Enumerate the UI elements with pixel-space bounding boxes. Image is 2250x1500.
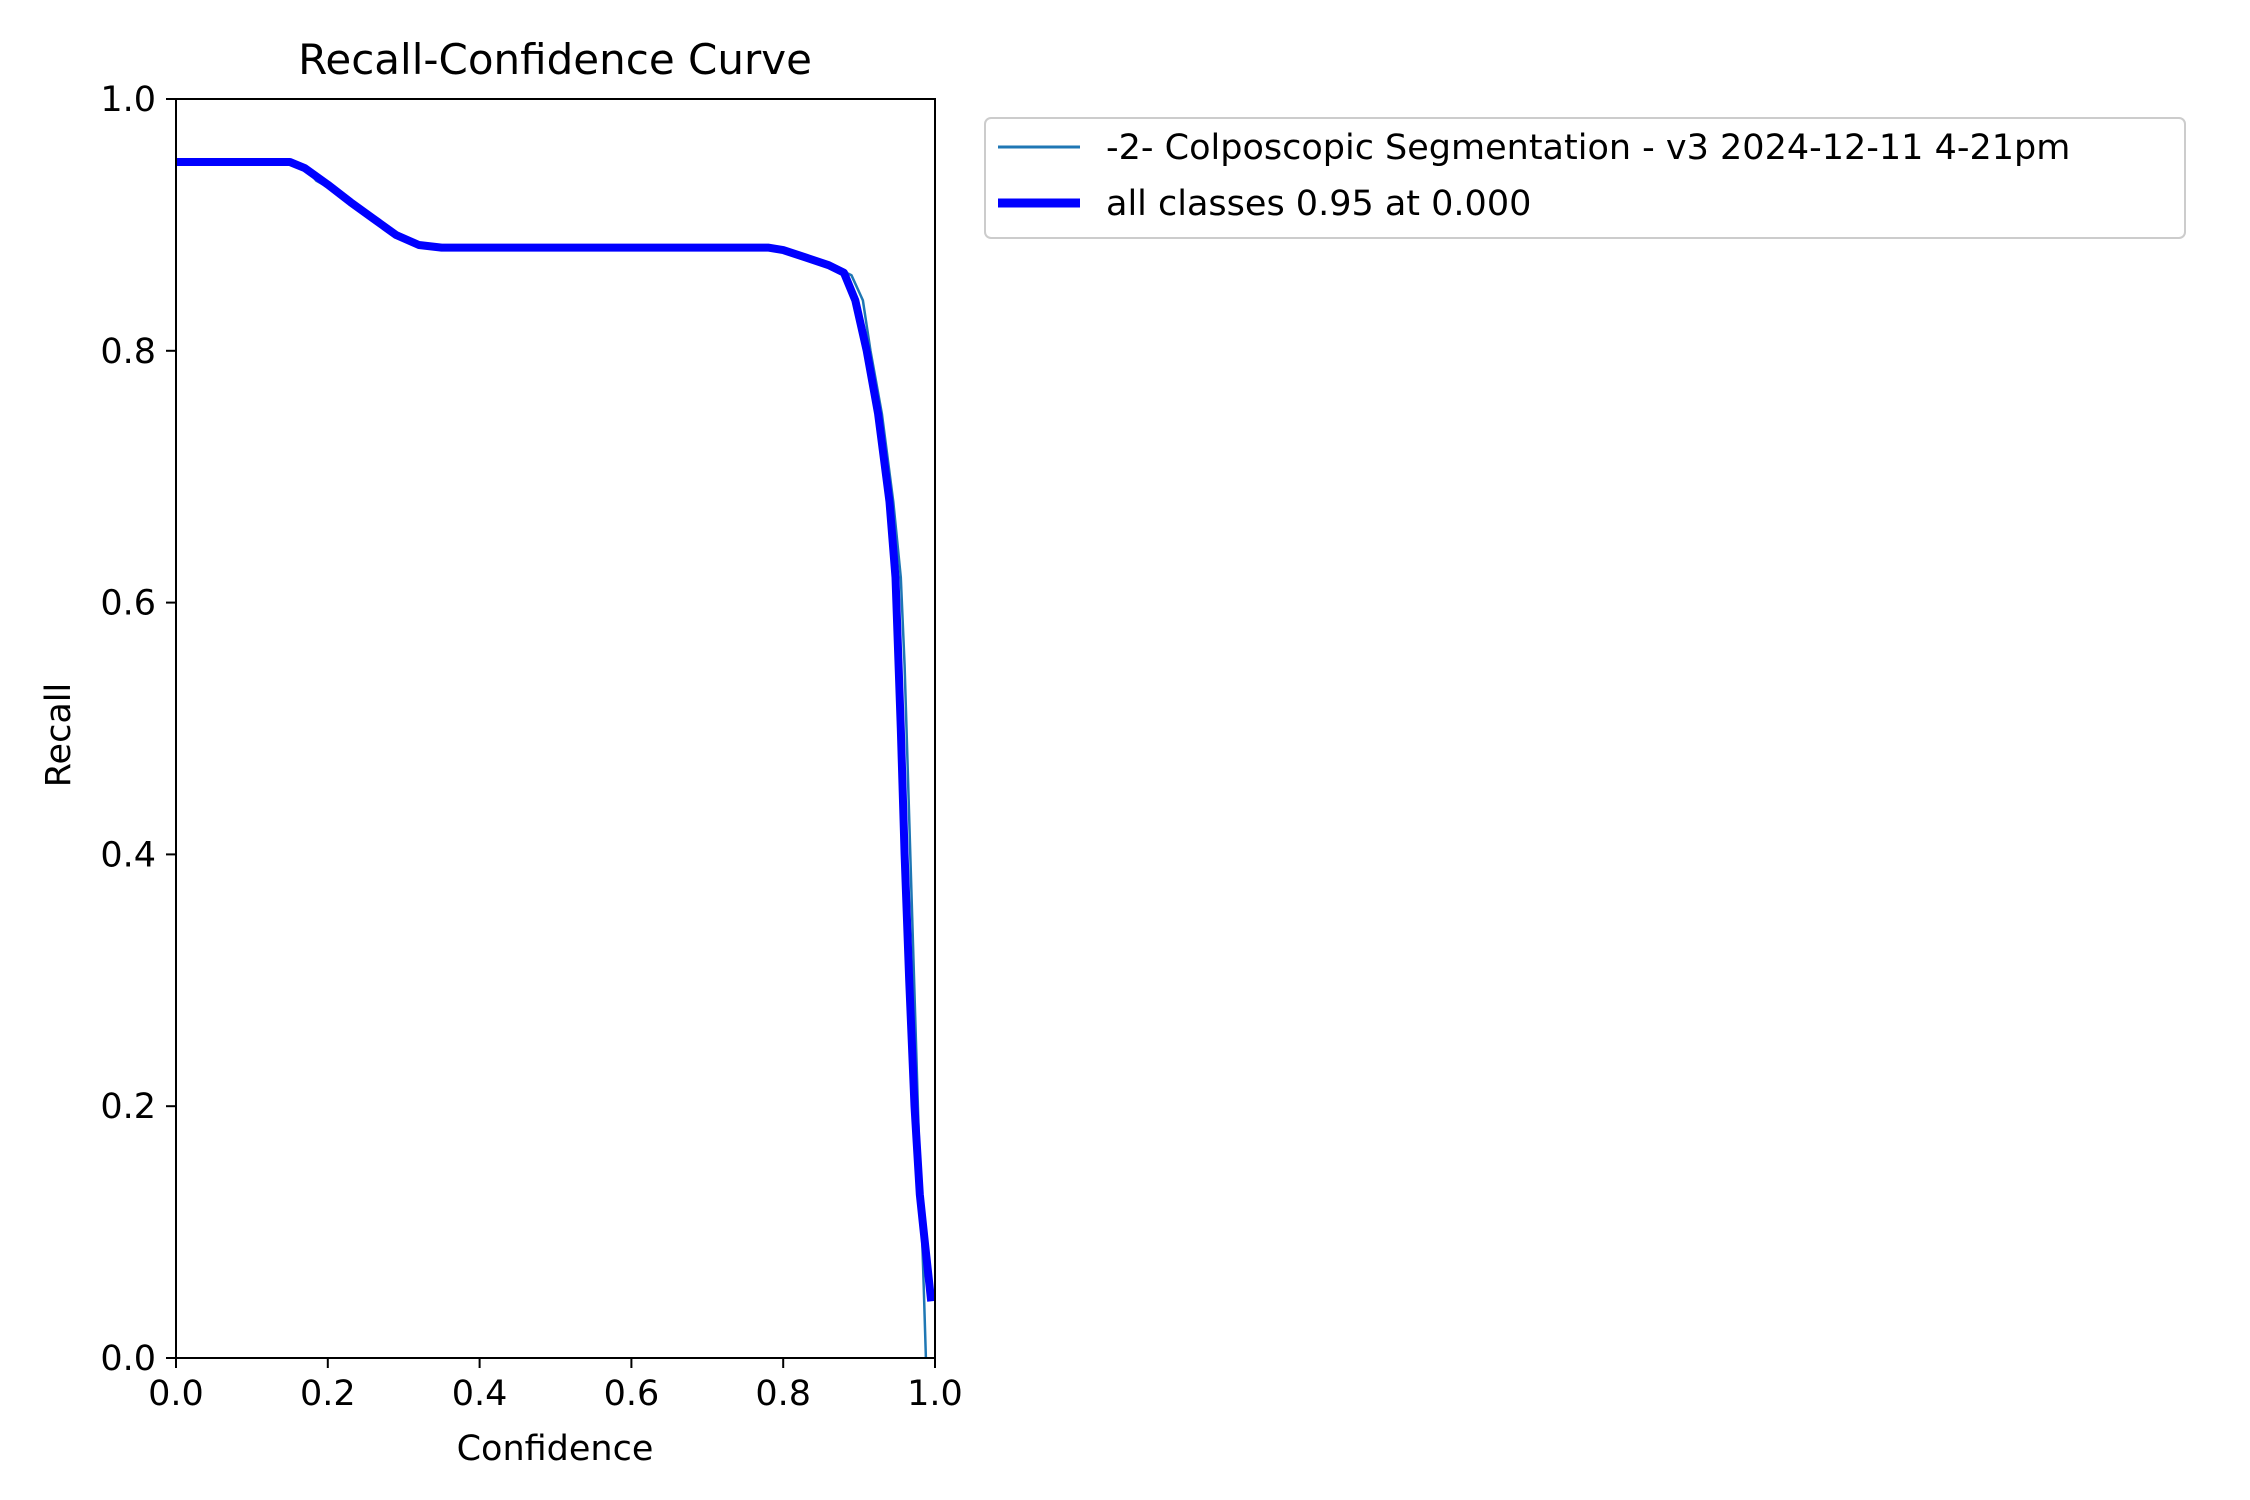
legend: -2- Colposcopic Segmentation - v3 2024-1… (984, 117, 2186, 239)
legend-frame (984, 117, 2186, 239)
y-tick-label: 0.0 (100, 1339, 156, 1379)
x-tick-label: 0.8 (755, 1374, 811, 1414)
x-tick-label: 0.0 (148, 1374, 204, 1414)
legend-label-series-1: -2- Colposcopic Segmentation - v3 2024-1… (1106, 128, 2070, 168)
y-tick-label: 0.4 (100, 835, 156, 875)
y-axis-label: Recall (39, 683, 79, 787)
x-tick-label: 0.6 (604, 1374, 660, 1414)
y-tick-label: 1.0 (100, 80, 156, 120)
x-tick-label: 0.4 (452, 1374, 508, 1414)
series-line-2 (176, 158, 935, 1302)
chart-title: Recall-Confidence Curve (298, 35, 812, 84)
y-axis-ticks: 0.0 0.2 0.4 0.6 0.8 1.0 (100, 80, 176, 1379)
plot-area (175, 98, 936, 1359)
y-tick-label: 0.8 (100, 332, 156, 372)
x-axis-ticks: 0.0 0.2 0.4 0.6 0.8 1.0 (148, 1358, 963, 1414)
axes-frame (175, 98, 936, 1359)
x-tick-label: 1.0 (907, 1374, 963, 1414)
x-tick-label: 0.2 (300, 1374, 356, 1414)
x-axis-label: Confidence (457, 1429, 654, 1469)
y-tick-label: 0.6 (100, 584, 156, 624)
y-tick-label: 0.2 (100, 1087, 156, 1127)
legend-label-series-2: all classes 0.95 at 0.000 (1106, 184, 1531, 224)
